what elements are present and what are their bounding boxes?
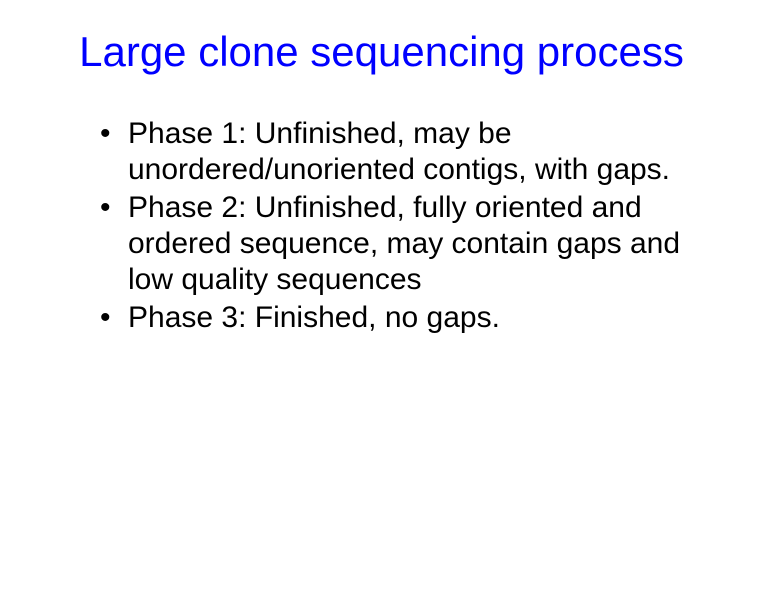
slide-title: Large clone sequencing process <box>60 28 703 76</box>
bullet-item: Phase 2: Unfinished, fully oriented and … <box>100 190 703 298</box>
bullet-item: Phase 3: Finished, no gaps. <box>100 300 703 336</box>
bullet-item: Phase 1: Unfinished, may be unordered/un… <box>100 116 703 188</box>
bullet-list: Phase 1: Unfinished, may be unordered/un… <box>60 116 703 336</box>
